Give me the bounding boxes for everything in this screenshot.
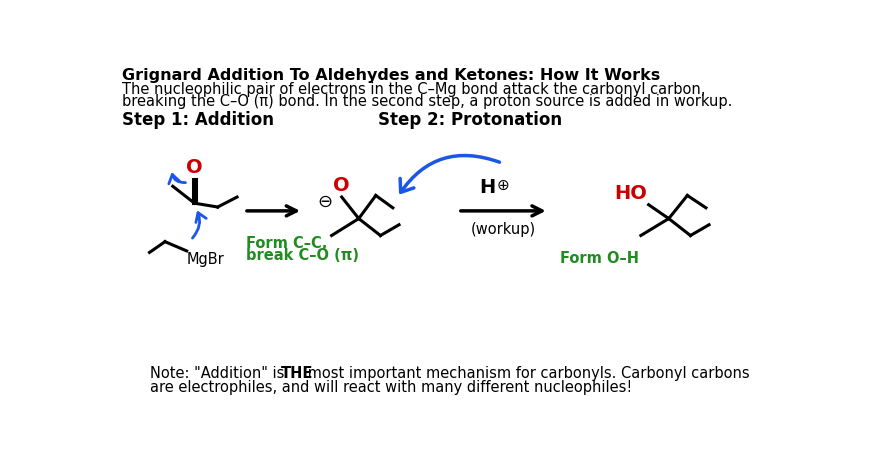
Text: Step 1: Addition: Step 1: Addition [121, 111, 274, 129]
Text: ⊕: ⊕ [497, 177, 509, 192]
Text: (workup): (workup) [470, 222, 535, 237]
Text: are electrophiles, and will react with many different nucleophiles!: are electrophiles, and will react with m… [150, 380, 632, 395]
Text: breaking the C–O (π) bond. In the second step, a proton source is added in worku: breaking the C–O (π) bond. In the second… [121, 94, 732, 109]
FancyArrowPatch shape [400, 155, 500, 192]
Text: most important mechanism for carbonyls. Carbonyl carbons: most important mechanism for carbonyls. … [303, 366, 750, 382]
Text: MgBr: MgBr [187, 253, 224, 267]
FancyArrowPatch shape [169, 174, 185, 184]
Text: THE: THE [281, 366, 314, 382]
Text: HO: HO [614, 184, 647, 203]
Text: H: H [479, 178, 495, 197]
FancyArrowPatch shape [192, 213, 206, 238]
Text: Form C–C,: Form C–C, [246, 236, 328, 251]
Text: Form O–H: Form O–H [559, 251, 639, 266]
Text: ⊖: ⊖ [317, 192, 332, 210]
Text: break C–O (π): break C–O (π) [246, 248, 360, 263]
Text: Note: "Addition" is: Note: "Addition" is [150, 366, 289, 382]
Text: Grignard Addition To Aldehydes and Ketones: How It Works: Grignard Addition To Aldehydes and Keton… [121, 68, 660, 82]
Text: O: O [332, 176, 349, 195]
Text: O: O [186, 158, 203, 177]
Text: The nucleophilic pair of electrons in the C–Mg bond attack the carbonyl carbon,: The nucleophilic pair of electrons in th… [121, 82, 705, 97]
Text: Step 2: Protonation: Step 2: Protonation [378, 111, 563, 129]
